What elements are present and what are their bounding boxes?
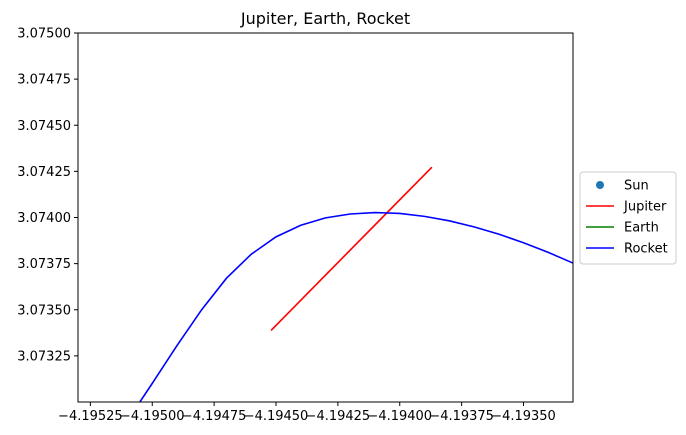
legend: Sun Jupiter Earth Rocket <box>579 171 677 265</box>
series-layer <box>139 166 573 402</box>
x-tick-label: −4.19375 <box>429 409 494 424</box>
y-tick-label: 3.07375 <box>17 257 71 272</box>
legend-marker-sun <box>596 181 604 189</box>
chart-title: Jupiter, Earth, Rocket <box>240 9 410 28</box>
x-tick-label: −4.19475 <box>182 409 247 424</box>
x-tick-label: −4.19500 <box>120 409 185 424</box>
x-tick-label: −4.19450 <box>244 409 309 424</box>
y-tick-label: 3.07500 <box>17 27 71 42</box>
x-tick-label: −4.19400 <box>367 409 432 424</box>
y-tick-label: 3.07450 <box>17 119 71 134</box>
series-line-jupiter <box>270 166 433 331</box>
series-line-rocket <box>139 211 573 402</box>
y-tick-label: 3.07325 <box>17 349 71 364</box>
x-axis: −4.19525−4.19500−4.19475−4.19450−4.19425… <box>58 402 556 424</box>
x-tick-label: −4.19425 <box>306 409 371 424</box>
x-tick-label: −4.19525 <box>58 409 123 424</box>
legend-label-sun: Sun <box>624 179 649 194</box>
y-tick-label: 3.07475 <box>17 73 71 88</box>
y-tick-label: 3.07350 <box>17 303 71 318</box>
y-tick-label: 3.07400 <box>17 211 71 226</box>
legend-frame <box>579 171 677 265</box>
legend-label-earth: Earth <box>624 221 659 236</box>
y-tick-label: 3.07425 <box>17 165 71 180</box>
legend-label-rocket: Rocket <box>624 242 668 257</box>
x-tick-label: −4.19350 <box>491 409 556 424</box>
legend-label-jupiter: Jupiter <box>623 200 667 215</box>
y-axis: 3.07325 3.07350 3.07375 3.07400 3.07425 3.074… <box>17 27 78 364</box>
